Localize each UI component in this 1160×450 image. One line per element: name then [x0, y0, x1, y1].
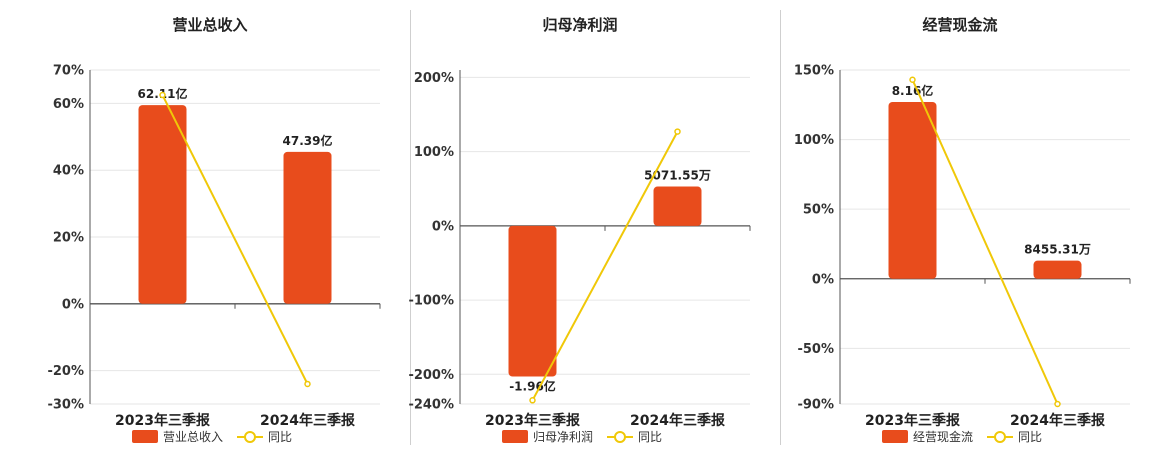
chart-panel-revenue: 营业总收入 70%60%40%20%0%-20%-30%62.11亿47.39亿… — [25, 0, 395, 450]
legend-bar-label: 经营现金流 — [913, 430, 974, 444]
y-tick-label: 0% — [812, 272, 834, 287]
yoy-line — [161, 94, 309, 385]
legend-bar-swatch — [502, 430, 528, 443]
bar-data-label: 5071.55万 — [644, 169, 711, 183]
bar — [138, 105, 187, 304]
bar — [508, 225, 557, 377]
chart-panel-cash-flow: 经营现金流 150% 100% 50% 0% -50% -90% 8.16亿 8455.31万… — [775, 0, 1145, 450]
y-tick-label: 20% — [53, 231, 84, 246]
y-tick-label: -30% — [47, 398, 84, 413]
chart-title: 经营现金流 — [922, 16, 998, 34]
legend-line-label: 同比 — [1018, 430, 1043, 444]
yoy-line — [911, 79, 1059, 405]
x-category-label: 2023年三季报 — [865, 412, 960, 429]
y-tick-label: -90% — [797, 398, 834, 413]
x-category-label: 2024年三季报 — [630, 412, 725, 429]
y-tick-label: 0% — [432, 219, 454, 234]
legend: 归母净利润 同比 — [502, 428, 662, 445]
y-tick-label: 0% — [62, 297, 84, 312]
y-tick-label: 100% — [414, 145, 454, 160]
bar — [1033, 260, 1082, 279]
legend: 营业总收入 同比 — [132, 428, 292, 445]
legend-line-label: 同比 — [638, 430, 663, 444]
bar-data-label: 8.16亿 — [892, 83, 934, 98]
legend: 经营现金流 同比 — [882, 428, 1042, 445]
yoy-point — [909, 76, 916, 83]
chart-panel-net-profit: 归母净利润 200% 100% 0% -100% -200% -240% -1.96亿 507… — [395, 0, 765, 450]
panel-divider — [410, 10, 411, 445]
y-tick-label: -50% — [797, 342, 834, 357]
chart-title: 营业总收入 — [172, 16, 248, 34]
y-tick-label: 50% — [803, 203, 834, 218]
yoy-point — [674, 128, 681, 135]
y-tick-label: -200% — [408, 368, 454, 383]
y-tick-label: 150% — [794, 64, 834, 79]
bar — [888, 102, 937, 279]
bar-data-label: 8455.31万 — [1024, 243, 1091, 257]
x-category-label: 2024年三季报 — [260, 412, 355, 429]
bar-data-label: -1.96亿 — [509, 379, 556, 394]
yoy-point — [304, 380, 311, 388]
x-category-label: 2023年三季报 — [115, 412, 210, 429]
legend-bar-swatch — [132, 430, 158, 443]
y-tick-label: 70% — [53, 64, 84, 79]
legend-line-swatch — [987, 430, 1014, 443]
bar-data-label: 47.39亿 — [283, 133, 333, 148]
panel-divider — [780, 10, 781, 445]
legend-line-swatch — [607, 430, 634, 443]
y-tick-label: -100% — [408, 294, 454, 309]
y-tick-label: -20% — [47, 364, 84, 379]
bar — [653, 186, 702, 226]
y-tick-label: 60% — [53, 97, 84, 112]
legend-bar-label: 营业总收入 — [163, 430, 224, 444]
y-tick-label: 100% — [794, 133, 834, 148]
y-tick-label: 200% — [414, 71, 454, 86]
legend-line-swatch — [237, 430, 264, 443]
y-tick-label: -240% — [408, 398, 454, 413]
revenue-chart: 70%60%40%20%0%-20%-30%62.11亿47.39亿2023年三… — [47, 64, 381, 429]
bar — [283, 151, 332, 304]
chart-title: 归母净利润 — [542, 16, 618, 34]
yoy-line — [531, 131, 679, 401]
yoy-point — [529, 397, 536, 404]
yoy-point — [1054, 400, 1061, 408]
legend-bar-label: 归母净利润 — [533, 430, 594, 444]
cash-flow-chart: 150% 100% 50% 0% -50% -90% 8.16亿 8455.31万 2023年三… — [794, 64, 1131, 429]
y-tick-label: 40% — [53, 164, 84, 179]
x-category-label: 2024年三季报 — [1010, 412, 1105, 429]
legend-line-label: 同比 — [268, 430, 293, 444]
legend-bar-swatch — [882, 430, 908, 443]
yoy-point — [159, 91, 166, 99]
net-profit-chart: 200% 100% 0% -100% -200% -240% -1.96亿 5071.55万 2… — [408, 70, 751, 429]
x-category-label: 2023年三季报 — [485, 412, 580, 429]
